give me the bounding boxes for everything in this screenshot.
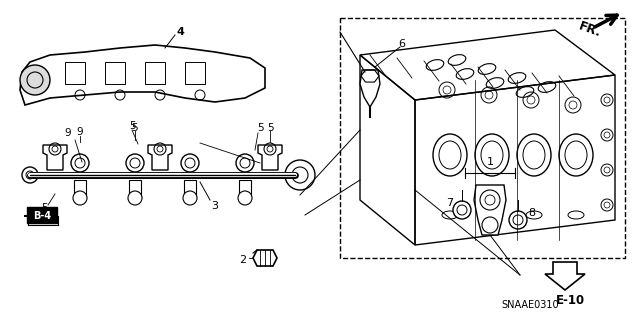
Bar (65, 62, 85, 84)
Bar (105, 62, 125, 84)
Text: 4: 4 (176, 27, 184, 37)
Circle shape (20, 65, 50, 95)
Polygon shape (253, 250, 277, 266)
Polygon shape (360, 70, 380, 107)
Polygon shape (474, 185, 506, 235)
Circle shape (181, 154, 199, 172)
Polygon shape (148, 145, 172, 170)
Circle shape (22, 167, 38, 183)
Circle shape (126, 154, 144, 172)
Circle shape (238, 191, 252, 205)
Circle shape (236, 154, 254, 172)
Text: 3: 3 (211, 201, 218, 211)
Text: 5: 5 (42, 203, 48, 213)
Circle shape (509, 211, 527, 229)
Circle shape (73, 191, 87, 205)
Text: E-10: E-10 (556, 293, 584, 307)
Text: 1: 1 (486, 157, 493, 167)
Polygon shape (43, 145, 67, 170)
Text: 9: 9 (65, 128, 71, 138)
Circle shape (71, 154, 89, 172)
Text: 5: 5 (257, 123, 263, 133)
Text: B-4: B-4 (33, 211, 51, 221)
Text: 5: 5 (267, 123, 273, 133)
Circle shape (128, 191, 142, 205)
Bar (340, 18, 625, 258)
Text: FR.: FR. (577, 20, 603, 40)
Bar (145, 62, 165, 84)
Polygon shape (545, 262, 585, 290)
Text: SNAAE0310: SNAAE0310 (501, 300, 559, 310)
Circle shape (285, 160, 315, 190)
Text: 7: 7 (447, 198, 454, 208)
Polygon shape (258, 145, 282, 170)
Text: 6: 6 (399, 39, 406, 49)
Bar (129, 180, 141, 198)
Circle shape (482, 217, 498, 233)
Bar (239, 180, 251, 198)
Text: 5: 5 (129, 121, 135, 131)
Bar (185, 62, 205, 84)
Text: 9: 9 (77, 127, 83, 137)
Circle shape (480, 190, 500, 210)
Circle shape (453, 201, 471, 219)
Text: 5: 5 (132, 123, 138, 133)
Bar (184, 180, 196, 198)
Circle shape (183, 191, 197, 205)
Text: 2: 2 (239, 255, 246, 265)
Text: 8: 8 (529, 208, 536, 218)
Bar (74, 180, 86, 198)
FancyBboxPatch shape (27, 207, 57, 223)
